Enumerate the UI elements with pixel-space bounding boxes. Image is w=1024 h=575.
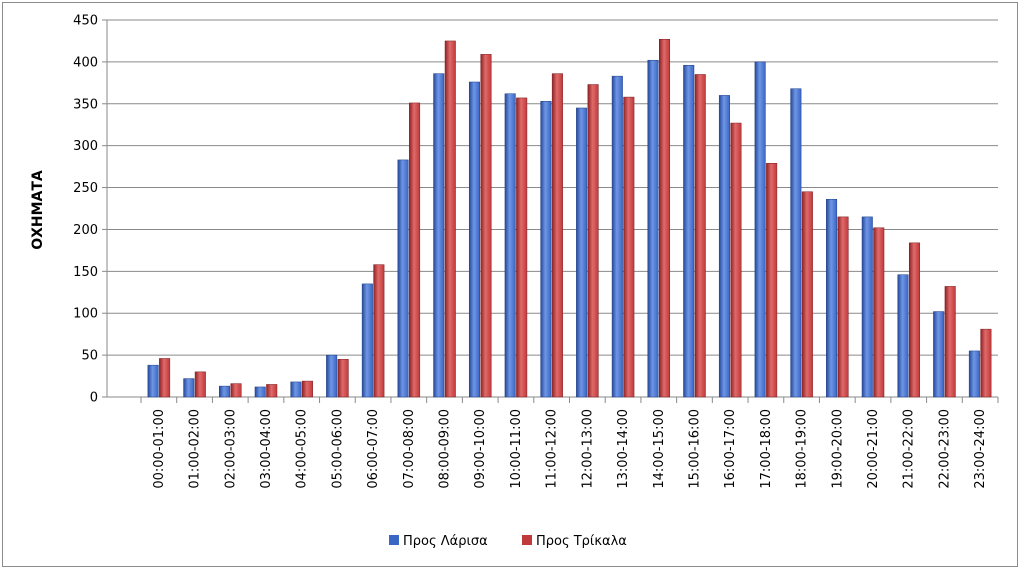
x-tick-label: 13:00-14:00 xyxy=(616,409,631,489)
x-tick-label: 19:00-20:00 xyxy=(830,409,845,489)
bar-trikala xyxy=(301,380,313,398)
bar-trikala xyxy=(516,97,528,398)
x-tick-label: 21:00-22:00 xyxy=(902,409,917,489)
bar-larisa xyxy=(683,64,695,398)
x-tick-label: 12:00-13:00 xyxy=(580,409,595,489)
y-tick-labels: 0 50 100 150 200 250 300 350 400 450 xyxy=(73,14,98,406)
bar-trikala xyxy=(373,264,385,398)
legend-swatch-larisa xyxy=(389,535,399,545)
bar-trikala xyxy=(266,384,278,398)
bar-larisa xyxy=(397,159,409,398)
bar-trikala xyxy=(694,74,706,398)
bar-larisa xyxy=(790,88,802,398)
bar-larisa xyxy=(540,101,552,398)
y-tick-label: 0 xyxy=(90,391,98,406)
bar-larisa xyxy=(219,385,231,398)
bar-larisa xyxy=(647,59,659,398)
bar-larisa xyxy=(183,378,195,398)
y-tick-label: 50 xyxy=(81,349,98,364)
bar-larisa xyxy=(718,95,730,398)
x-tick-label: 06:00-07:00 xyxy=(366,409,381,489)
x-tick-label: 04:00-05:00 xyxy=(295,409,310,489)
bar-larisa xyxy=(468,81,480,398)
x-tick-label: 17:00-18:00 xyxy=(759,409,774,489)
bar-larisa xyxy=(933,311,945,398)
bar-trikala xyxy=(551,73,563,398)
bar-larisa xyxy=(433,73,445,398)
x-tick-label: 00:00-01:00 xyxy=(152,409,167,489)
bars xyxy=(147,39,992,398)
x-tick-label: 08:00-09:00 xyxy=(438,409,453,489)
x-tick-label: 07:00-08:00 xyxy=(402,409,417,489)
y-tick-label: 100 xyxy=(73,307,98,322)
bar-trikala xyxy=(159,358,171,398)
x-tick-labels: 00:00-01:00 01:00-02:00 02:00-03:00 03:00-0… xyxy=(152,409,988,489)
bar-larisa xyxy=(611,75,623,398)
bar-trikala xyxy=(194,371,206,398)
x-tick-label: 20:00-21:00 xyxy=(866,409,881,489)
bar-trikala xyxy=(659,39,671,398)
x-tick-label: 16:00-17:00 xyxy=(723,409,738,489)
bar-trikala xyxy=(766,163,778,398)
y-axis-label: ΟΧΗΜΑΤΑ xyxy=(30,170,46,250)
y-tick-label: 300 xyxy=(73,139,98,154)
y-tick-label: 150 xyxy=(73,265,98,280)
x-tick-label: 18:00-19:00 xyxy=(795,409,810,489)
bar-trikala xyxy=(337,359,349,398)
bar-larisa xyxy=(254,386,266,398)
bar-larisa xyxy=(826,199,838,398)
legend: Προς Λάρισα Προς Τρίκαλα xyxy=(389,534,627,549)
bar-trikala xyxy=(587,84,599,398)
bar-trikala xyxy=(480,54,492,398)
bar-larisa xyxy=(897,274,909,398)
y-tick-label: 400 xyxy=(73,55,98,70)
bar-larisa xyxy=(754,61,766,398)
bar-larisa xyxy=(147,364,159,398)
bar-trikala xyxy=(230,383,242,398)
x-tick-label: 23:00-24:00 xyxy=(973,409,988,489)
x-tick-label: 10:00-11:00 xyxy=(509,409,524,489)
bar-larisa xyxy=(576,107,588,398)
x-tick-label: 05:00-06:00 xyxy=(330,409,345,489)
bar-trikala xyxy=(944,286,956,398)
y-tick-label: 250 xyxy=(73,181,98,196)
y-tick-label: 350 xyxy=(73,97,98,112)
x-tick-label: 14:00-15:00 xyxy=(652,409,667,489)
bar-trikala xyxy=(837,216,849,398)
bar-trikala xyxy=(444,40,456,398)
x-tick-label: 22:00-23:00 xyxy=(937,409,952,489)
bar-larisa xyxy=(326,354,338,398)
x-tick-label: 09:00-10:00 xyxy=(473,409,488,489)
y-tick-label: 450 xyxy=(73,14,98,29)
x-tick-label: 02:00-03:00 xyxy=(223,409,238,489)
bar-larisa xyxy=(861,216,873,398)
bar-larisa xyxy=(361,283,373,398)
y-tick-label: 200 xyxy=(73,223,98,238)
bar-trikala xyxy=(980,328,992,398)
bar-trikala xyxy=(623,96,635,398)
x-tick-label: 11:00-12:00 xyxy=(545,409,560,489)
bar-larisa xyxy=(968,350,980,398)
x-tick-label: 15:00-16:00 xyxy=(687,409,702,489)
legend-label-trikala: Προς Τρίκαλα xyxy=(536,534,627,549)
x-tick-label: 03:00-04:00 xyxy=(259,409,274,489)
bar-trikala xyxy=(801,191,813,398)
legend-swatch-trikala xyxy=(522,535,532,545)
bar-larisa xyxy=(504,93,516,398)
bar-trikala xyxy=(908,242,920,398)
x-tick-label: 01:00-02:00 xyxy=(188,409,203,489)
bar-trikala xyxy=(409,102,421,398)
bar-larisa xyxy=(290,381,302,398)
legend-label-larisa: Προς Λάρισα xyxy=(403,534,488,549)
bar-trikala xyxy=(873,227,885,398)
bar-trikala xyxy=(730,122,742,398)
